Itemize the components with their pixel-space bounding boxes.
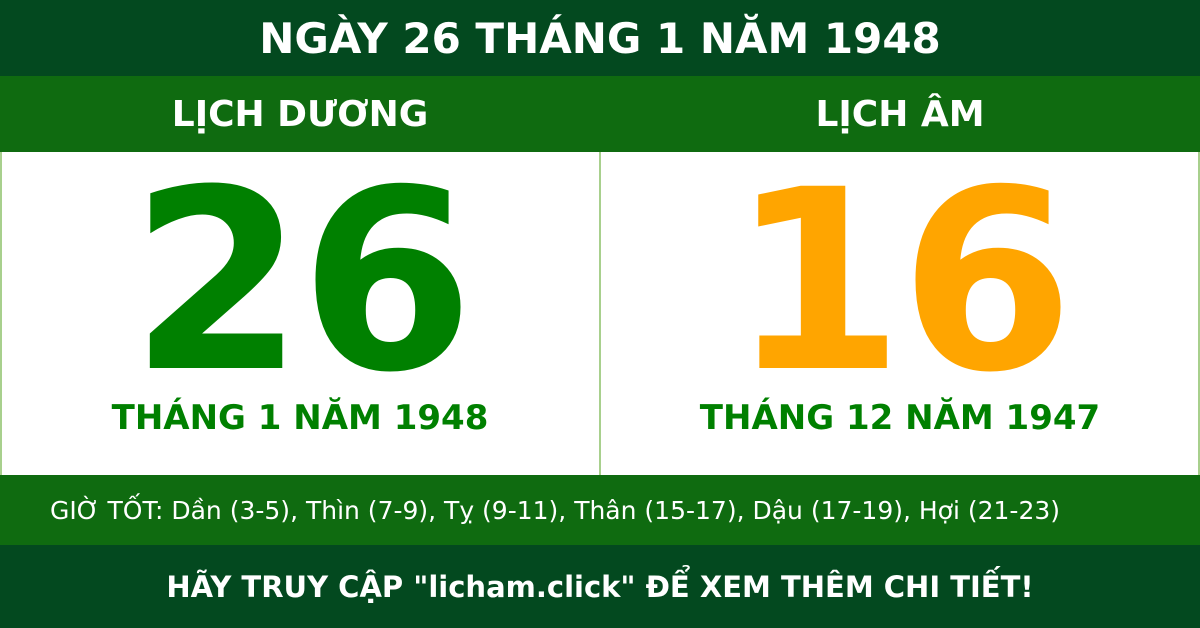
column-divider xyxy=(599,152,601,475)
footer-cta: HÃY TRUY CẬP "licham.click" ĐỂ XEM THÊM … xyxy=(0,545,1200,628)
good-hours: GIỜ TỐT: Dần (3-5), Thìn (7-9), Tỵ (9-11… xyxy=(0,475,1200,545)
lunar-day: 16 xyxy=(730,136,1074,427)
calendar-body xyxy=(0,152,1200,475)
solar-heading: LỊCH DƯƠNG xyxy=(171,93,429,135)
lunar-month-year: THÁNG 12 NĂM 1947 xyxy=(699,398,1101,438)
solar-month-year: THÁNG 1 NĂM 1948 xyxy=(111,398,489,438)
page-title: NGÀY 26 THÁNG 1 NĂM 1948 xyxy=(0,0,1200,76)
solar-day: 26 xyxy=(130,136,474,427)
calendar-headings: LỊCH DƯƠNG LỊCH ÂM xyxy=(0,76,1200,152)
lunar-heading: LỊCH ÂM xyxy=(815,93,985,135)
